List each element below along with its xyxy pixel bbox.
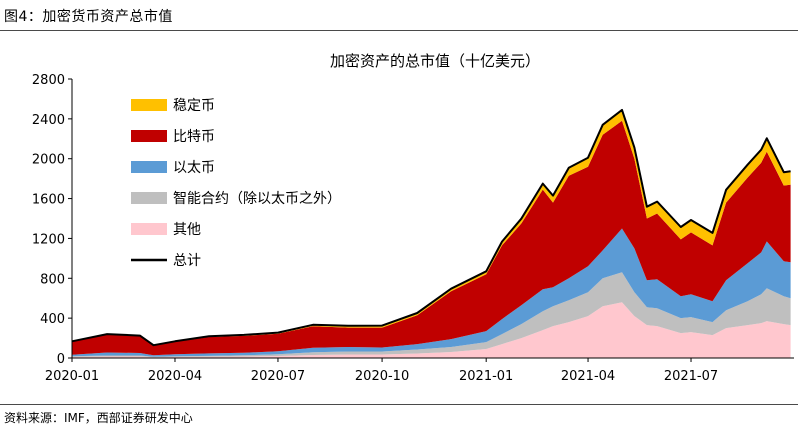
area-ethereum [72, 228, 791, 357]
y-tick-label: 2000 [32, 153, 65, 168]
chart-title: 加密资产的总市值（十亿美元） [330, 52, 540, 70]
source-note: 资料来源：IMF，西部证券研发中心 [4, 411, 193, 425]
legend-swatch-other [131, 223, 167, 235]
area-smart_contract [72, 272, 791, 358]
y-tick-label: 2400 [32, 113, 65, 128]
legend-label-stablecoin: 稳定币 [173, 98, 215, 114]
y-tick-label: 1200 [32, 232, 65, 247]
stacked-areas [72, 109, 791, 358]
x-tick-label: 2020-04 [148, 369, 202, 384]
x-tick-label: 2020-07 [251, 369, 305, 384]
legend-swatch-stablecoin [131, 99, 167, 111]
total-line-group [71, 108, 791, 347]
y-tick-label: 0 [57, 352, 65, 367]
x-tick-label: 2021-07 [664, 369, 718, 384]
top-rule [0, 30, 798, 31]
x-tick-label: 2021-01 [459, 369, 513, 384]
legend-label-smart_contract: 智能合约（除以太币之外） [173, 191, 341, 207]
legend-swatch-bitcoin [131, 130, 167, 142]
legend-swatch-ethereum [131, 161, 167, 173]
area-bitcoin [72, 120, 791, 356]
legend-label-total: 总计 [173, 253, 201, 269]
axes: 0 400 800 1200 1600 2000 2400 2800 2020-01 2020-0… [32, 73, 794, 384]
legend-label-ethereum: 以太币 [173, 160, 215, 176]
bottom-rule [0, 404, 798, 405]
x-tick-label: 2020-01 [45, 369, 99, 384]
y-tick-label: 2800 [32, 73, 65, 88]
figure-title: 图4：加密货币资产总市值 [4, 9, 173, 25]
y-tick-label: 1600 [32, 193, 65, 208]
legend-label-other: 其他 [173, 222, 201, 238]
legend-swatch-smart_contract [131, 192, 167, 204]
y-tick-label: 400 [40, 312, 65, 327]
area-other [72, 302, 791, 358]
y-tick-label: 800 [40, 272, 65, 287]
x-tick-label: 2021-04 [561, 369, 615, 384]
total-line [71, 108, 791, 347]
x-tick-label: 2020-10 [355, 369, 409, 384]
legend-label-bitcoin: 比特币 [173, 129, 215, 145]
